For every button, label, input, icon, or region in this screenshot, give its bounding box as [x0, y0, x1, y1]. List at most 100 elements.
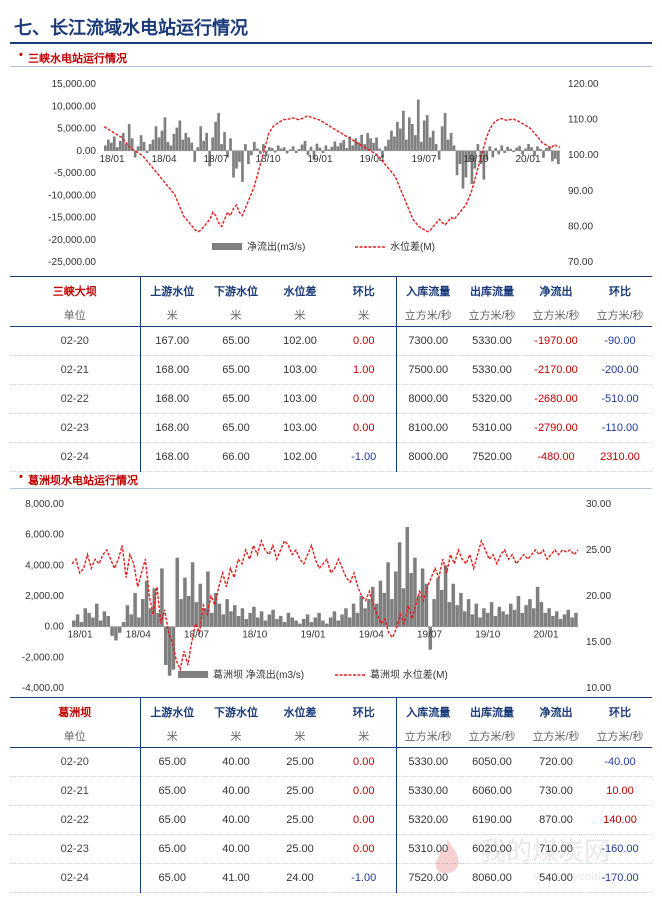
bar [306, 150, 310, 156]
change-cell: 0.00 [332, 747, 397, 777]
downstream-cell: 40.00 [204, 776, 268, 806]
bar [518, 145, 521, 151]
col-header: 下游水位 [204, 276, 268, 305]
unit-cell: 立方米/秒 [396, 725, 460, 748]
bar [351, 145, 355, 151]
bar [345, 148, 349, 151]
bar [493, 615, 498, 627]
net-cell: 710.00 [524, 834, 588, 864]
bar [548, 146, 551, 151]
bar [419, 141, 423, 151]
col-header: 出库流量 [460, 697, 524, 726]
bar [344, 608, 348, 627]
bar [455, 150, 459, 176]
bar [443, 565, 448, 627]
bar [497, 606, 502, 627]
bar [175, 127, 179, 151]
col-header: 入库流量 [396, 697, 460, 726]
table-row: 02-20 65.00 40.00 25.00 0.00 5330.00 605… [10, 747, 652, 777]
bar [474, 603, 479, 627]
y-right-tick: 80.00 [568, 221, 593, 232]
diff-cell: 103.00 [268, 384, 332, 414]
bar [83, 608, 88, 627]
bar [244, 144, 247, 151]
bar [536, 146, 539, 151]
bar [387, 139, 390, 151]
downstream-cell: 65.00 [204, 355, 268, 385]
bar [202, 140, 206, 151]
bar [184, 132, 188, 151]
bar [431, 130, 435, 151]
x-tick-label: 19/04 [359, 630, 384, 641]
section-divider [10, 488, 652, 489]
bar [466, 599, 471, 627]
bar [360, 134, 363, 151]
unit-cell: 立方米/秒 [588, 725, 652, 748]
unit-cell: 立方米/秒 [396, 304, 460, 327]
outflow-cell: 6050.00 [460, 747, 524, 777]
bar [248, 612, 252, 627]
date-cell: 02-23 [10, 413, 141, 443]
page-title: 七、长江流域水电站运行情况 [14, 18, 248, 38]
diff-cell: 25.00 [268, 747, 332, 777]
col-header: 上游水位 [140, 276, 204, 305]
bar [321, 620, 325, 627]
change-cell: 0.00 [332, 326, 397, 356]
bar [551, 615, 555, 627]
bar [455, 605, 459, 627]
bar [144, 580, 149, 627]
y-right-tick: 110.00 [568, 115, 598, 126]
bar [75, 614, 80, 627]
y-right-tick: 120.00 [568, 79, 599, 90]
bar [148, 144, 152, 151]
section-title-sanxia: 三峡水电站运行情况 [19, 49, 127, 66]
date-cell: 02-23 [10, 834, 141, 864]
gezhouba-table: 葛洲坝 上游水位 下游水位 水位差 环比 入库流量 出库流量 净流出 环比 单位… [10, 697, 652, 893]
net-cell: -1970.00 [524, 326, 588, 356]
bar [190, 142, 194, 151]
bar [405, 527, 410, 627]
bar [348, 617, 352, 627]
net-change-cell: -160.00 [588, 834, 652, 864]
bar [330, 146, 334, 151]
bar [408, 117, 411, 151]
bar [98, 620, 103, 627]
date-cell: 02-22 [10, 384, 141, 414]
dam-name: 三峡大坝 [10, 276, 141, 305]
bar [327, 149, 331, 151]
bar [273, 150, 277, 153]
bar [486, 612, 490, 627]
bar [125, 605, 130, 627]
unit-cell: 米 [204, 725, 268, 748]
bar [236, 615, 241, 627]
bar [210, 612, 214, 627]
bar [91, 617, 95, 627]
bar [206, 571, 210, 627]
bar [309, 622, 314, 627]
y-left-tick: -2,000.00 [22, 652, 65, 663]
bar [160, 568, 164, 627]
bar [250, 150, 253, 156]
bar [102, 611, 107, 627]
x-tick-label: 19/10 [475, 630, 500, 641]
bar [187, 137, 191, 151]
bar [382, 592, 387, 627]
bar [551, 150, 554, 162]
bar [399, 128, 402, 151]
flame-logo-icon [435, 839, 459, 874]
unit-cell: 米 [268, 725, 332, 748]
net-change-cell: -90.00 [588, 326, 652, 356]
bar [312, 150, 316, 160]
x-tick-label: 19/01 [307, 154, 332, 165]
net-change-cell: -40.00 [588, 747, 652, 777]
bar [325, 623, 329, 627]
bar [193, 150, 197, 162]
col-header: 环比 [588, 276, 652, 305]
bar [396, 121, 399, 151]
bar [354, 138, 358, 151]
bar [183, 577, 187, 627]
bar [532, 608, 536, 627]
bar [503, 150, 507, 153]
bar [363, 608, 367, 627]
watermark-url: www.mycoal.cn [534, 869, 617, 883]
